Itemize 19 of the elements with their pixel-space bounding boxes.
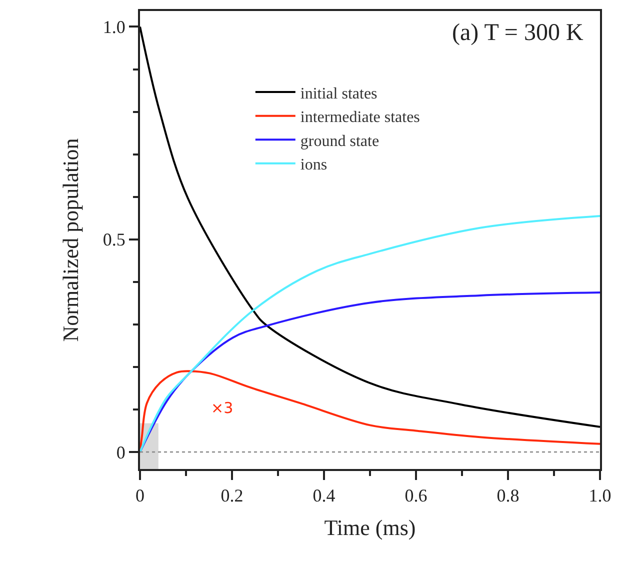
- y-tick-label: 0: [116, 442, 126, 462]
- y-tick-label: 0.5: [102, 230, 126, 250]
- legend-label: initial states: [300, 85, 378, 102]
- y-axis-title: Normalized population: [58, 138, 84, 342]
- x-tick-label: 0.8: [496, 486, 520, 506]
- legend-label: intermediate states: [300, 109, 420, 126]
- line-series: [140, 26, 600, 428]
- x-tick-label: 1.0: [588, 486, 612, 506]
- x-tick-label: 0: [136, 486, 144, 506]
- annotation: ×3: [211, 399, 234, 417]
- x-tick-label: 0.6: [404, 486, 428, 506]
- x-axis-title: Time (ms): [324, 515, 416, 540]
- y-tick-label: 1.0: [102, 17, 126, 38]
- line-series: [140, 214, 600, 453]
- chart-title: (a) T = 300 K: [452, 20, 584, 46]
- x-tick-label: 0.4: [312, 486, 336, 506]
- legend-label: ground state: [300, 132, 380, 150]
- legend-label: ions: [300, 156, 328, 174]
- x-tick-label: 0.2: [220, 486, 244, 506]
